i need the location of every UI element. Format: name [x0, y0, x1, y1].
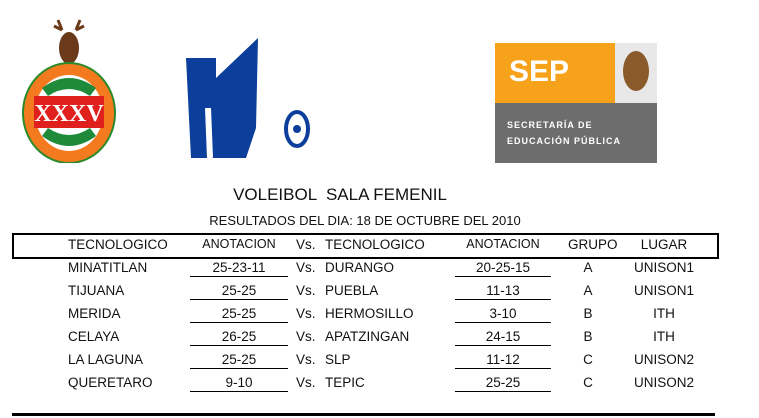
header-score2: ANOTACION: [466, 237, 540, 251]
cell-team2: DURANGO: [325, 260, 395, 275]
cell-team2: TEPIC: [325, 375, 365, 390]
emblem-icon: [284, 110, 310, 148]
cell-vs: Vs.: [296, 260, 316, 275]
sep-logo: SEP SECRETARÍA DE EDUCACIÓN PÚBLICA: [495, 43, 657, 163]
mexico-coat-of-arms-icon: [623, 51, 649, 91]
cell-score2: 11-12: [455, 352, 551, 369]
cell-score1: 25-25: [190, 352, 288, 369]
sep-abbr: SEP: [509, 55, 570, 88]
cell-venue: UNISON1: [633, 283, 694, 298]
cell-group: B: [583, 329, 593, 344]
cell-group: A: [583, 260, 593, 275]
cell-score2: 24-15: [455, 329, 551, 346]
header-group: GRUPO: [568, 237, 618, 252]
page-subtitle: RESULTADOS DEL DIA: 18 DE OCTUBRE DEL 20…: [209, 213, 521, 228]
cell-venue: ITH: [653, 306, 675, 321]
cell-score2: 20-25-15: [455, 260, 551, 277]
cell-score1: 25-23-11: [190, 260, 288, 277]
header-venue: LUGAR: [640, 237, 688, 252]
cell-score1: 25-25: [190, 306, 288, 323]
page-title: VOLEIBOL SALA FEMENIL: [233, 185, 447, 204]
cell-venue: UNISON2: [633, 375, 694, 390]
header-score1: ANOTACION: [202, 237, 276, 251]
cell-team1: MINATITLAN: [68, 260, 148, 275]
cell-vs: Vs.: [296, 306, 316, 321]
cell-group: C: [583, 352, 593, 367]
table-row: MERIDA 25-25 Vs. HERMOSILLO 3-10 B ITH: [0, 303, 759, 325]
cell-vs: Vs.: [296, 352, 316, 367]
header-box: [12, 233, 719, 259]
header-vs: Vs.: [296, 237, 316, 252]
cell-group: A: [583, 283, 593, 298]
table-row: LA LAGUNA 25-25 Vs. SLP 11-12 C UNISON2: [0, 349, 759, 371]
cell-group: B: [583, 306, 593, 321]
cell-vs: Vs.: [296, 329, 316, 344]
header-team1: TECNOLOGICO: [68, 237, 168, 252]
cell-score2: 25-25: [455, 375, 551, 392]
cell-team1: TIJUANA: [68, 283, 125, 298]
cell-venue: ITH: [653, 329, 675, 344]
table-row: TIJUANA 25-25 Vs. PUEBLA 11-13 A UNISON1: [0, 280, 759, 302]
cell-team1: QUERETARO: [68, 375, 153, 390]
cell-team2: APATZINGAN: [325, 329, 410, 344]
cell-team1: CELAYA: [68, 329, 120, 344]
ith-anniversary-logo: XXXV: [22, 19, 116, 163]
sep-line1: SECRETARÍA DE: [507, 120, 593, 130]
table-header: TECNOLOGICO ANOTACION Vs. TECNOLOGICO AN…: [0, 234, 759, 256]
header-team2: TECNOLOGICO: [325, 237, 425, 252]
table-row: CELAYA 26-25 Vs. APATZINGAN 24-15 B ITH: [0, 326, 759, 348]
bottom-rule: [12, 413, 715, 416]
cell-group: C: [583, 375, 593, 390]
cell-score1: 26-25: [190, 329, 288, 346]
cell-team2: PUEBLA: [325, 283, 379, 298]
cell-score2: 11-13: [455, 283, 551, 300]
cell-vs: Vs.: [296, 375, 316, 390]
table-row: QUERETARO 9-10 Vs. TEPIC 25-25 C UNISON2: [0, 372, 759, 394]
cell-venue: UNISON1: [633, 260, 694, 275]
cell-vs: Vs.: [296, 283, 316, 298]
table-row: MINATITLAN 25-23-11 Vs. DURANGO 20-25-15 A UNI…: [0, 257, 759, 279]
svg-text:XXXV: XXXV: [34, 101, 104, 127]
cell-team1: LA LAGUNA: [68, 352, 144, 367]
cell-team2: HERMOSILLO: [325, 306, 414, 321]
cell-team2: SLP: [325, 352, 351, 367]
cell-score1: 25-25: [190, 283, 288, 300]
cell-venue: UNISON2: [633, 352, 694, 367]
cell-score1: 9-10: [190, 375, 288, 392]
sep-line2: EDUCACIÓN PÚBLICA: [507, 136, 622, 146]
cell-score2: 3-10: [455, 306, 551, 323]
tecnologico-logo: [148, 38, 258, 159]
cell-team1: MERIDA: [68, 306, 121, 321]
